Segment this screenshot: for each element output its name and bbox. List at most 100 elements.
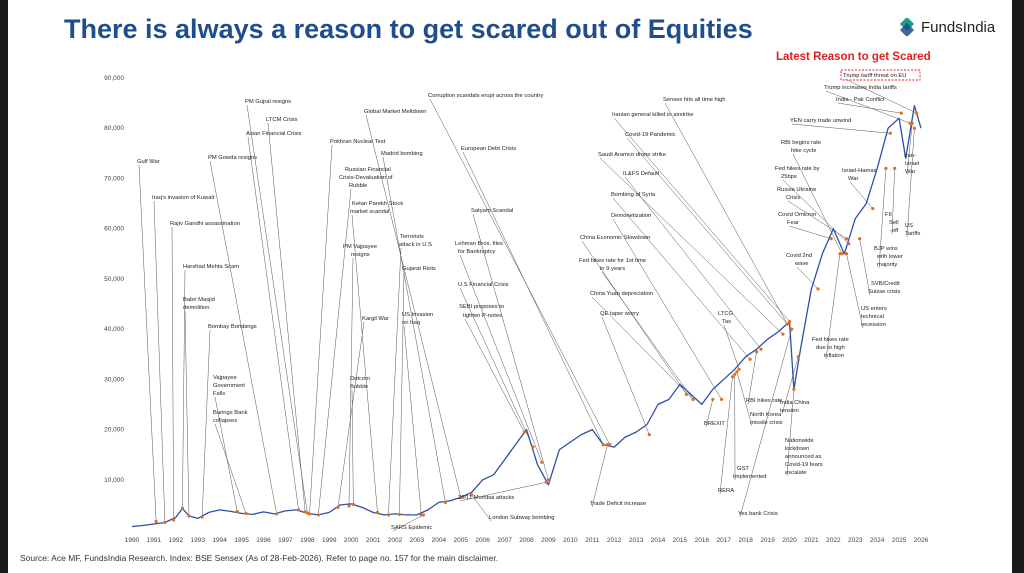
event-annotation: majority [877, 262, 897, 268]
event-annotation: PM Gowda resigns [208, 155, 257, 161]
event-annotation: US [905, 223, 913, 229]
event-annotation: Tariffs [905, 231, 920, 237]
event-marker [522, 430, 526, 434]
annotation-leader [348, 257, 354, 506]
x-tick-label: 2025 [892, 537, 907, 544]
event-annotation: PM Vajpayee [343, 244, 377, 250]
annotation-leader [612, 197, 751, 360]
y-tick-label: 80,000 [104, 125, 124, 132]
event-annotation: inflation [824, 353, 844, 359]
event-marker [375, 510, 380, 515]
event-annotation: BREXIT [704, 421, 725, 427]
annotation-leader [459, 254, 543, 463]
x-tick-label: 2024 [870, 537, 885, 544]
event-annotation: SEBI proposes to [459, 304, 504, 310]
annotation-leader [906, 123, 913, 176]
annotation-leader [247, 136, 299, 510]
x-tick-label: 1998 [300, 537, 315, 544]
x-tick-label: 2001 [366, 537, 381, 544]
event-marker [748, 357, 752, 361]
event-annotation: Covid-19 fears [785, 462, 823, 468]
y-tick-label: 70,000 [104, 175, 124, 182]
event-annotation: Fear [787, 220, 799, 226]
event-annotation: RBI begins rate [781, 140, 821, 146]
source-note: Source: Ace MF, FundsIndia Research. Ind… [20, 553, 499, 563]
event-annotation: Vajpayee [213, 375, 237, 381]
annotation-leader [472, 213, 549, 480]
annotation-leader [849, 181, 873, 209]
event-annotation: Yes bank Crisis [738, 511, 778, 517]
event-annotation: Fed hikes rate by [775, 166, 820, 172]
x-tick-label: 2019 [760, 537, 775, 544]
annotation-leader [664, 102, 788, 325]
event-annotation: demolition [183, 305, 209, 311]
event-marker [908, 121, 912, 125]
event-annotation: Iran- [904, 153, 916, 159]
event-annotation: wave [794, 261, 809, 267]
event-annotation: China Yuan depreciation [590, 291, 653, 297]
annotation-leader [214, 396, 238, 512]
annotation-leader-lines [138, 78, 917, 532]
annotation-leader [791, 123, 891, 134]
event-annotation: China Economic Slowdown [580, 235, 650, 241]
event-marker [899, 111, 903, 115]
annotation-leader [878, 168, 887, 269]
annotation-leader [318, 188, 352, 515]
annotation-leader [613, 117, 790, 322]
x-tick-label: 1993 [191, 537, 206, 544]
event-annotation: LTCM Crisis [266, 117, 298, 123]
annotation-leader [796, 266, 819, 290]
annotation-leader [591, 296, 694, 400]
x-tick-label: 2015 [673, 537, 688, 544]
annotation-leader [792, 153, 843, 254]
event-marker [397, 512, 401, 517]
event-marker [781, 332, 785, 336]
event-annotation: North Korea [750, 412, 782, 418]
event-annotation: on Iraq [402, 320, 420, 326]
x-tick-label: 1992 [169, 537, 184, 544]
event-annotation: LTCG [718, 311, 734, 317]
event-marker [871, 206, 875, 211]
x-tick-label: 2014 [651, 537, 666, 544]
event-annotation: SVB/Credit [871, 281, 900, 287]
annotation-leader [201, 329, 211, 517]
x-tick-label: 2006 [475, 537, 490, 544]
event-marker [816, 287, 820, 291]
annotation-leader [182, 269, 186, 509]
event-annotation: missile crisis [750, 420, 783, 426]
annotation-leader [267, 122, 306, 512]
event-annotation: announced as [785, 454, 822, 460]
event-annotation: Trade Deficit increase [590, 501, 646, 507]
event-annotation: Crisis-Devaluation of [339, 175, 393, 181]
event-marker [684, 392, 689, 396]
event-annotation: Implemented [733, 474, 767, 480]
event-marker [546, 478, 551, 482]
event-marker [316, 513, 320, 517]
event-annotation: Harshad Mehta Scam [183, 264, 239, 270]
event-marker [531, 445, 535, 449]
event-marker [154, 519, 158, 524]
event-marker [838, 252, 842, 256]
event-annotation: FII [885, 212, 892, 218]
event-annotation: Trump increases India tariffs [824, 85, 897, 91]
annotation-leader [906, 128, 915, 238]
event-annotation: Rubble [349, 183, 367, 189]
annotation-leader [171, 226, 174, 520]
annotation-leader [153, 200, 166, 523]
x-tick-label: 2013 [629, 537, 644, 544]
event-annotation: Gulf War [137, 159, 160, 165]
event-annotation: Sell [889, 220, 899, 226]
event-annotation: Iranian general killed in airstrike [612, 112, 694, 118]
event-marker [163, 520, 167, 525]
x-tick-label: 1997 [278, 537, 293, 544]
event-marker [351, 502, 355, 506]
x-tick-label: 2016 [695, 537, 710, 544]
x-tick-label: 2007 [497, 537, 512, 544]
event-marker [459, 495, 463, 499]
event-marker [719, 397, 724, 402]
annotation-leader [844, 78, 917, 114]
event-marker [386, 513, 391, 517]
annotation-leader [462, 151, 604, 445]
event-marker [187, 514, 191, 518]
